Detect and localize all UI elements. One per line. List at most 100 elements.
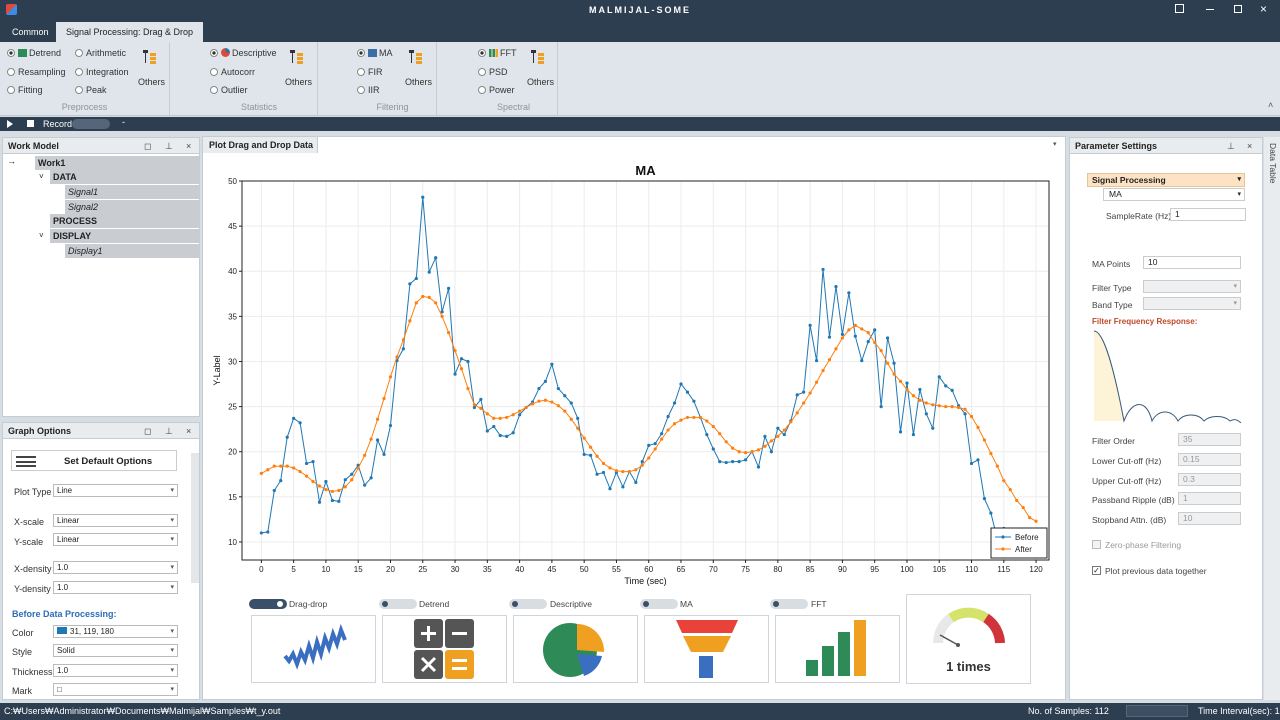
ydensity-input[interactable]: 1.0 ▾	[53, 581, 178, 594]
option-psd[interactable]: PSD	[478, 67, 508, 77]
data-point	[330, 498, 334, 503]
option-iir[interactable]: IIR	[357, 85, 380, 95]
toggle-detrend[interactable]	[379, 599, 417, 609]
passband-ripple-input[interactable]: 1	[1178, 492, 1241, 505]
plot-tab[interactable]: Plot Drag and Drop Data	[203, 137, 318, 153]
card-detrend[interactable]	[382, 615, 507, 683]
collapse-icon[interactable]: ˅	[39, 231, 44, 240]
float-icon[interactable]: ◻	[144, 141, 152, 151]
stopband-attn-input[interactable]: 10	[1178, 512, 1241, 525]
style-select[interactable]: Solid ▾	[53, 644, 178, 657]
close-icon[interactable]: ×	[1260, 2, 1268, 16]
tree-node-display1[interactable]: Display1	[65, 244, 200, 258]
toggle-descriptive[interactable]	[509, 599, 547, 609]
data-point	[937, 375, 941, 379]
mark-select[interactable]: □ ▾	[53, 683, 178, 696]
option-ma[interactable]: MA	[357, 48, 393, 58]
statistics-others[interactable]: Others	[285, 77, 313, 87]
option-fitting[interactable]: Fitting	[7, 85, 43, 95]
spectral-others[interactable]: Others	[527, 77, 555, 87]
option-autocorr[interactable]: Autocorr	[210, 67, 255, 77]
data-point	[931, 426, 935, 430]
maximize-icon[interactable]	[1234, 5, 1242, 13]
toggle-drag-drop[interactable]	[249, 599, 287, 609]
pin-icon[interactable]: ⊥	[165, 141, 173, 151]
cmdbar-dropdown-icon[interactable]: -	[122, 117, 125, 127]
restore-layout-icon[interactable]	[1175, 4, 1184, 13]
data-point	[866, 340, 870, 344]
scrollbar[interactable]	[191, 453, 199, 583]
data-point	[440, 310, 444, 314]
xscale-select[interactable]: Linear ▾	[53, 514, 178, 527]
data-point	[827, 358, 832, 362]
xdensity-input[interactable]: 1.0 ▾	[53, 561, 178, 574]
tree-node-work1[interactable]: Work1	[35, 156, 200, 170]
plot-previous-checkbox[interactable]: ✓	[1092, 566, 1101, 575]
option-outlier[interactable]: Outlier	[210, 85, 248, 95]
pin-icon[interactable]: ⊥	[1227, 141, 1235, 151]
option-resampling[interactable]: Resampling	[7, 67, 66, 77]
filter-type-select[interactable]: ▾	[1143, 280, 1241, 293]
others-icon[interactable]	[531, 50, 545, 64]
data-point	[285, 435, 289, 439]
filter-order-input[interactable]: 35	[1178, 433, 1241, 446]
ma-points-input[interactable]: 10	[1143, 256, 1241, 269]
data-point	[860, 358, 864, 363]
others-icon[interactable]	[143, 50, 157, 64]
plot-type-select[interactable]: Line ▾	[53, 484, 178, 497]
tree-node-signal2[interactable]: Signal2	[65, 200, 200, 214]
collapse-icon[interactable]: ˅	[39, 172, 44, 181]
method-select[interactable]: MA ▾	[1103, 188, 1245, 201]
zero-phase-checkbox[interactable]	[1092, 540, 1101, 549]
option-peak[interactable]: Peak	[75, 85, 107, 95]
samplerate-input[interactable]: 1	[1170, 208, 1246, 221]
tab-signal-processing[interactable]: Signal Processing: Drag & Drop	[56, 22, 204, 42]
option-fft[interactable]: FFT	[478, 48, 517, 58]
option-descriptive[interactable]: Descriptive	[210, 48, 277, 58]
yscale-select[interactable]: Linear ▾	[53, 533, 178, 546]
tree-node-process[interactable]: PROCESS	[50, 214, 200, 228]
preprocess-others[interactable]: Others	[138, 77, 166, 87]
option-power[interactable]: Power	[478, 85, 515, 95]
toggle-fft[interactable]	[770, 599, 808, 609]
upper-cutoff-input[interactable]: 0.3	[1178, 473, 1241, 486]
card-ma[interactable]	[644, 615, 769, 683]
x-tick-label: 20	[386, 565, 395, 574]
close-panel-icon[interactable]: ×	[1247, 141, 1253, 151]
stop-icon[interactable]	[27, 120, 34, 127]
option-detrend[interactable]: Detrend	[7, 48, 61, 58]
tab-common[interactable]: Common	[12, 27, 49, 37]
option-integration[interactable]: Integration	[75, 67, 129, 77]
others-icon[interactable]	[290, 50, 304, 64]
option-fir[interactable]: FIR	[357, 67, 383, 77]
tree-node-display[interactable]: DISPLAY	[50, 229, 200, 243]
collapse-ribbon-icon[interactable]: ˄	[1268, 100, 1274, 110]
data-table-side-tab[interactable]: Data Table	[1264, 137, 1280, 700]
card-fft[interactable]	[775, 615, 900, 683]
plot-background	[242, 181, 1049, 560]
set-default-button[interactable]: Set Default Options	[11, 450, 177, 471]
float-icon[interactable]: ◻	[144, 426, 152, 436]
others-icon[interactable]	[409, 50, 423, 64]
plot-menu-icon[interactable]: ▾	[1053, 141, 1057, 148]
record-toggle[interactable]	[72, 119, 110, 129]
minimize-icon[interactable]	[1206, 9, 1214, 10]
card-descriptive[interactable]	[513, 615, 638, 683]
play-icon[interactable]	[7, 120, 13, 128]
card-drag-drop[interactable]	[251, 615, 376, 683]
pin-icon[interactable]: ⊥	[165, 426, 173, 436]
category-select[interactable]: Signal Processing ▾	[1087, 173, 1245, 187]
data-point	[931, 403, 935, 407]
toggle-ma[interactable]	[640, 599, 678, 609]
band-type-select[interactable]: ▾	[1143, 297, 1241, 310]
tree-node-signal1[interactable]: Signal1	[65, 185, 200, 199]
tree-node-data[interactable]: DATA	[50, 170, 200, 184]
data-point	[421, 294, 425, 299]
thickness-select[interactable]: 1.0 ▾	[53, 664, 178, 677]
lower-cutoff-input[interactable]: 0.15	[1178, 453, 1241, 466]
color-select[interactable]: 31, 119, 180 ▾	[53, 625, 178, 638]
close-panel-icon[interactable]: ×	[186, 426, 192, 436]
filtering-others[interactable]: Others	[405, 77, 433, 87]
close-panel-icon[interactable]: ×	[186, 141, 192, 151]
option-arithmetic[interactable]: Arithmetic	[75, 48, 126, 58]
